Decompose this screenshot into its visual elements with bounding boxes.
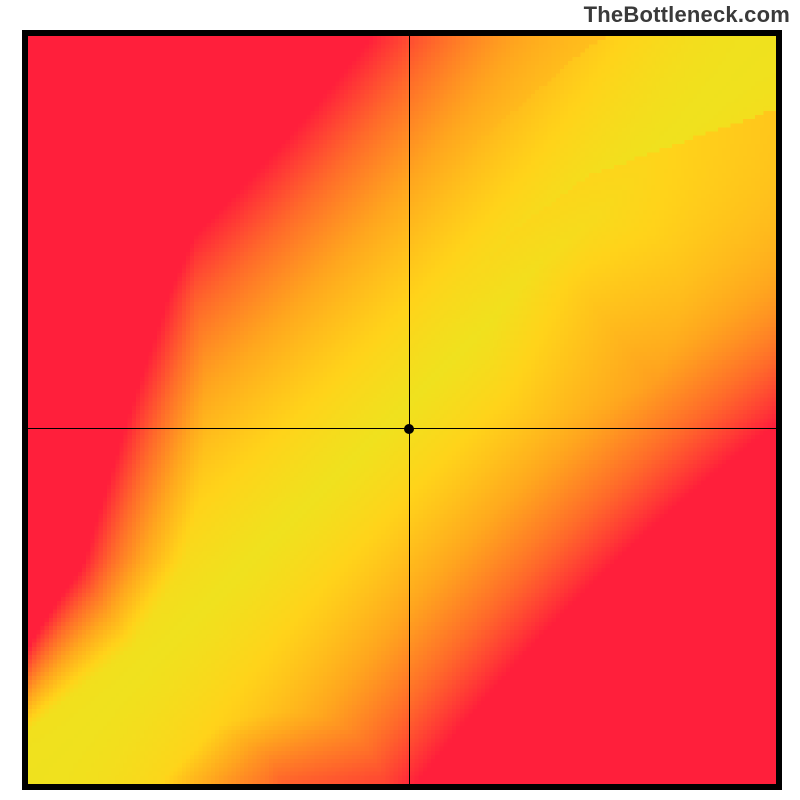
watermark-text: TheBottleneck.com	[584, 2, 790, 28]
heatmap-canvas	[28, 36, 776, 784]
crosshair-vertical	[409, 36, 410, 784]
chart-container: TheBottleneck.com	[0, 0, 800, 800]
crosshair-horizontal	[28, 428, 776, 429]
